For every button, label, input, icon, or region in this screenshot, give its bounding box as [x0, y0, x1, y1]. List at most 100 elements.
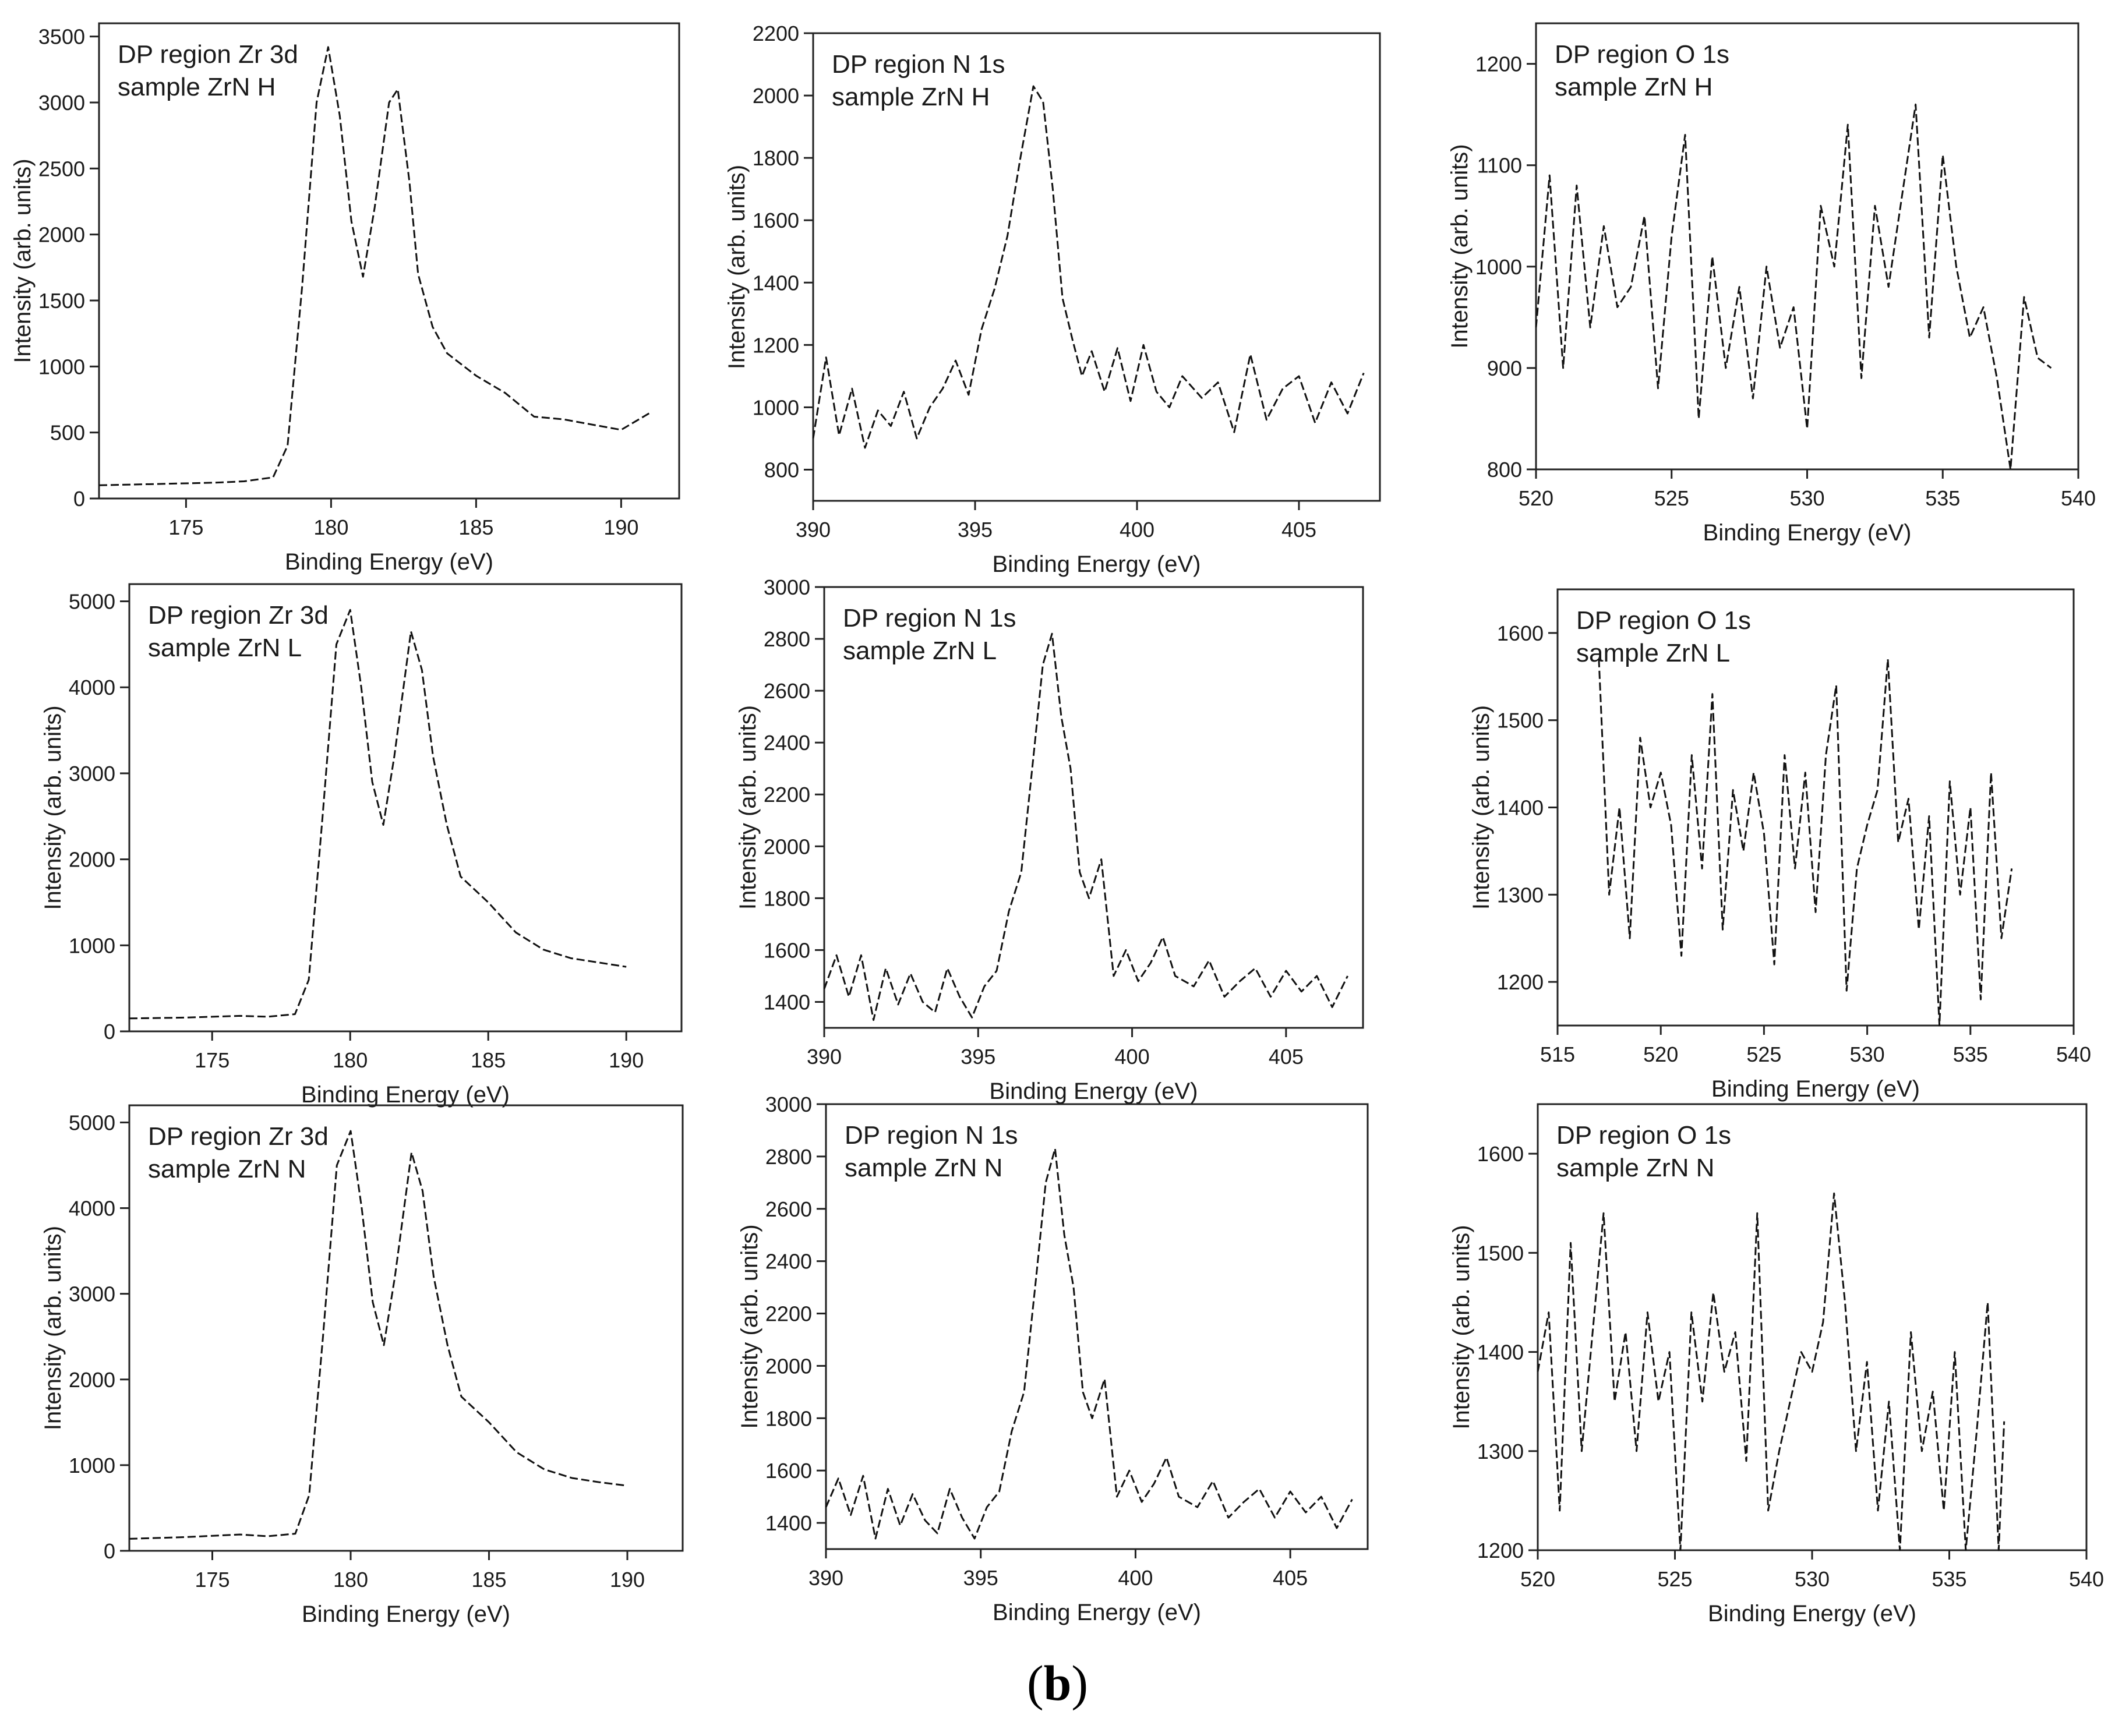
- x-axis-label: Binding Energy (eV): [990, 1079, 1198, 1104]
- chart-subtitle: sample ZrN H: [118, 73, 276, 101]
- x-tick-label: 540: [2061, 486, 2096, 510]
- x-tick-label: 530: [1789, 486, 1824, 510]
- y-tick-label: 4000: [69, 1197, 115, 1221]
- y-tick-label: 2000: [753, 84, 799, 108]
- y-axis-label: Intensity (arb. units): [10, 158, 36, 363]
- chart-5: 390 395 400 405 1400 1600 1800 2000 2200 2400 2600…: [735, 575, 1364, 1104]
- x-tick-label: 520: [1643, 1042, 1678, 1066]
- chart-subtitle: sample ZrN H: [832, 83, 990, 111]
- plot-frame: [812, 32, 1381, 502]
- y-axis-label: Intensity (arb. units): [1468, 705, 1494, 910]
- y-tick-label: 2200: [753, 22, 799, 45]
- y-tick-label: 1000: [38, 355, 85, 379]
- x-axis-label: Binding Energy (eV): [301, 1082, 510, 1108]
- y-tick-label: 1400: [1477, 1341, 1524, 1364]
- x-tick-label: 185: [471, 1568, 506, 1592]
- x-tick-label: 395: [958, 518, 993, 542]
- y-tick-label: 2400: [764, 731, 810, 755]
- chart-subtitle: sample ZrN H: [1555, 73, 1713, 101]
- y-tick-label: 1000: [69, 1454, 115, 1477]
- y-tick-label: 1400: [764, 990, 810, 1014]
- chart-title: DP region Zr 3d: [148, 601, 329, 630]
- x-tick-label: 180: [313, 515, 348, 539]
- y-tick-label: 2500: [38, 157, 85, 181]
- x-tick-label: 530: [1850, 1042, 1885, 1066]
- x-tick-label: 190: [603, 515, 638, 539]
- x-axis-label: Binding Energy (eV): [302, 1601, 510, 1627]
- chart-6: 515 520 525 530 535 540 1200 1300 1400 1500 1600 Bi…: [1468, 588, 2091, 1102]
- data-series-line: [129, 1130, 628, 1540]
- y-tick-label: 2200: [765, 1302, 812, 1326]
- y-tick-label: 2400: [765, 1250, 812, 1274]
- chart-1: 175 180 185 190 0 500 1000 1500 2000 2500 3000 3500…: [10, 22, 680, 575]
- x-axis-label: Binding Energy (eV): [1703, 520, 1912, 546]
- x-tick-label: 190: [609, 1048, 644, 1072]
- y-axis-label: Intensity (arb. units): [40, 705, 66, 910]
- chart-subtitle: sample ZrN L: [1576, 639, 1730, 667]
- y-tick-label: 5000: [69, 1111, 115, 1134]
- y-tick-label: 1400: [1497, 796, 1544, 820]
- data-series-line: [98, 46, 651, 486]
- chart-title: DP region N 1s: [832, 50, 1005, 79]
- x-tick-label: 520: [1519, 486, 1553, 510]
- y-tick-label: 1300: [1497, 883, 1544, 907]
- x-tick-label: 515: [1540, 1042, 1575, 1066]
- x-tick-label: 180: [333, 1568, 368, 1592]
- x-tick-label: 540: [2069, 1567, 2104, 1591]
- y-tick-label: 1000: [69, 934, 115, 957]
- chart-subtitle: sample ZrN N: [148, 1155, 306, 1183]
- y-tick-label: 1200: [1497, 970, 1544, 994]
- data-series-line: [1535, 103, 2052, 471]
- y-axis-label: Intensity (arb. units): [40, 1226, 66, 1430]
- y-tick-label: 1500: [1477, 1241, 1524, 1265]
- y-tick-label: 1000: [1475, 255, 1522, 279]
- x-tick-label: 190: [610, 1568, 645, 1592]
- y-tick-label: 4000: [69, 676, 115, 699]
- x-axis-label: Binding Energy (eV): [1708, 1601, 1916, 1627]
- x-tick-label: 390: [796, 518, 831, 542]
- plot-frame: [128, 583, 683, 1033]
- x-tick-label: 400: [1115, 1045, 1150, 1069]
- y-axis-label: Intensity (arb. units): [737, 1224, 762, 1429]
- y-axis-label: Intensity (arb. units): [735, 705, 761, 910]
- y-tick-label: 800: [1487, 458, 1522, 482]
- y-tick-label: 3000: [38, 91, 85, 115]
- x-tick-label: 400: [1120, 518, 1154, 542]
- chart-title: DP region O 1s: [1576, 606, 1751, 635]
- plot-frame: [128, 1104, 684, 1552]
- data-series-line: [825, 1147, 1353, 1540]
- x-axis-label: Binding Energy (eV): [993, 1600, 1201, 1625]
- panel-label-close: ): [1071, 1655, 1089, 1711]
- x-tick-label: 175: [195, 1568, 229, 1592]
- chart-8: 390 395 400 405 1400 1600 1800 2000 2200 2400 2600…: [737, 1092, 1369, 1625]
- chart-title: DP region O 1s: [1555, 40, 1729, 69]
- chart-subtitle: sample ZrN L: [843, 637, 997, 665]
- y-tick-label: 1500: [1497, 709, 1544, 733]
- y-tick-label: 1100: [1477, 154, 1522, 178]
- y-tick-label: 1200: [753, 333, 799, 357]
- y-tick-label: 1200: [1475, 52, 1522, 76]
- chart-9: 520 525 530 535 540 1200 1300 1400 1500 1600 Bindi…: [1449, 1103, 2104, 1627]
- y-axis-label: Intensity (arb. units): [1449, 1225, 1474, 1429]
- chart-title: DP region Zr 3d: [118, 40, 298, 69]
- y-tick-label: 3500: [38, 25, 85, 49]
- x-tick-label: 525: [1746, 1042, 1781, 1066]
- chart-subtitle: sample ZrN N: [1556, 1154, 1714, 1182]
- data-series-line: [1537, 1192, 2005, 1551]
- chart-title: DP region N 1s: [843, 604, 1016, 632]
- y-tick-label: 1400: [765, 1511, 812, 1535]
- plot-frame: [98, 22, 680, 500]
- x-tick-label: 405: [1269, 1045, 1304, 1069]
- x-tick-label: 535: [1953, 1042, 1988, 1066]
- chart-7: 175 180 185 190 0 1000 2000 3000 4000 5000 Binding…: [40, 1104, 684, 1627]
- x-tick-label: 395: [963, 1566, 998, 1590]
- x-tick-label: 535: [1932, 1567, 1966, 1591]
- x-tick-label: 525: [1657, 1567, 1692, 1591]
- x-tick-label: 400: [1118, 1566, 1153, 1590]
- plot-frame: [825, 1103, 1369, 1550]
- y-tick-label: 1800: [753, 146, 799, 170]
- y-tick-label: 2000: [69, 1368, 115, 1392]
- x-tick-label: 530: [1795, 1567, 1830, 1591]
- chart-3: 520 525 530 535 540 800 900 1000 1100 1200 Binding…: [1447, 22, 2096, 546]
